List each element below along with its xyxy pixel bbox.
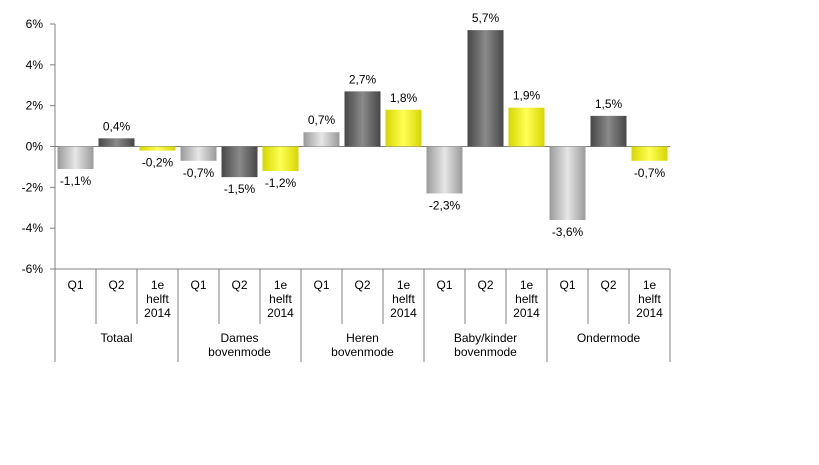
bar bbox=[180, 146, 217, 161]
bar bbox=[508, 107, 545, 147]
period-tick-label-line: 2014 bbox=[636, 306, 663, 320]
data-label: -2,3% bbox=[429, 198, 461, 212]
bar bbox=[98, 138, 135, 147]
period-tick-label: Q2 bbox=[108, 278, 124, 292]
period-tick-label-line: 1e bbox=[643, 278, 657, 292]
data-label: -0,7% bbox=[634, 166, 666, 180]
label-layer: -1,1% 0,4% -0,2% -0,7% -1,5% -1,2% 0,7% 2,7% 1,8… bbox=[60, 11, 666, 239]
group-label-line: bovenmode bbox=[454, 345, 517, 359]
data-label: 1,8% bbox=[390, 91, 418, 105]
group-label: Heren bovenmode bbox=[331, 331, 394, 359]
period-tick-label-line: Q2 bbox=[477, 278, 493, 292]
period-tick-label-line: Q1 bbox=[436, 278, 452, 292]
period-tick-label-line: Q2 bbox=[231, 278, 247, 292]
data-label: 0,4% bbox=[103, 119, 131, 133]
bar-layer bbox=[57, 30, 668, 220]
period-tick-label: Q1 bbox=[190, 278, 206, 292]
group-label-line: Baby/kinder bbox=[454, 331, 517, 345]
y-tick-label: 2% bbox=[26, 99, 44, 113]
bar bbox=[57, 146, 94, 169]
group-label-line: bovenmode bbox=[331, 345, 394, 359]
period-tick-label-line: 1e bbox=[397, 278, 411, 292]
period-tick-label-line: helft bbox=[146, 292, 169, 306]
period-tick-label: Q1 bbox=[67, 278, 83, 292]
y-tick-label: -6% bbox=[22, 262, 44, 276]
data-label: 2,7% bbox=[349, 72, 377, 86]
group-label-line: Heren bbox=[346, 331, 379, 345]
period-tick-label: Q1 bbox=[436, 278, 452, 292]
bar bbox=[303, 132, 340, 147]
period-tick-label: 1e helft 2014 bbox=[636, 278, 663, 320]
data-label: -3,6% bbox=[552, 225, 584, 239]
bar bbox=[467, 30, 504, 147]
data-label: -1,5% bbox=[224, 182, 256, 196]
bar bbox=[262, 146, 299, 171]
data-label: 0,7% bbox=[308, 113, 336, 127]
period-tick-label: Q2 bbox=[477, 278, 493, 292]
data-label: -0,2% bbox=[142, 156, 174, 170]
period-tick-label-line: 1e bbox=[274, 278, 288, 292]
period-tick-label: 1e helft 2014 bbox=[144, 278, 171, 320]
period-tick-label: Q2 bbox=[231, 278, 247, 292]
period-tick-label-line: helft bbox=[269, 292, 292, 306]
group-label-line: Dames bbox=[220, 331, 258, 345]
data-label: 1,5% bbox=[595, 97, 623, 111]
period-tick-label-line: helft bbox=[515, 292, 538, 306]
data-label: 1,9% bbox=[513, 89, 541, 103]
period-tick-label-line: 1e bbox=[151, 278, 165, 292]
period-tick-label-line: Q2 bbox=[108, 278, 124, 292]
period-tick-label: 1e helft 2014 bbox=[513, 278, 540, 320]
group-label: Baby/kinder bovenmode bbox=[454, 331, 517, 359]
period-tick-label: 1e helft 2014 bbox=[267, 278, 294, 320]
period-tick-label-line: 2014 bbox=[390, 306, 417, 320]
y-tick-label: 0% bbox=[26, 140, 44, 154]
period-tick-label-line: Q1 bbox=[67, 278, 83, 292]
data-label: 5,7% bbox=[472, 11, 500, 25]
bar bbox=[426, 146, 463, 194]
bar bbox=[385, 109, 422, 147]
group-label-line: bovenmode bbox=[208, 345, 271, 359]
period-tick-label-line: Q1 bbox=[190, 278, 206, 292]
bar bbox=[590, 115, 627, 147]
bar bbox=[139, 146, 176, 151]
bar bbox=[344, 91, 381, 147]
bar bbox=[549, 146, 586, 220]
period-tick-label-line: 2014 bbox=[513, 306, 540, 320]
group-label: Totaal bbox=[100, 331, 132, 345]
period-tick-label-line: Q2 bbox=[600, 278, 616, 292]
y-tick-label: 4% bbox=[26, 58, 44, 72]
group-label-line: Ondermode bbox=[577, 331, 641, 345]
y-tick-label: -4% bbox=[22, 221, 44, 235]
period-tick-label: Q2 bbox=[600, 278, 616, 292]
period-tick-label-line: Q1 bbox=[313, 278, 329, 292]
y-tick-label: 6% bbox=[26, 17, 44, 31]
data-label: -0,7% bbox=[183, 166, 215, 180]
period-tick-label-line: 2014 bbox=[144, 306, 171, 320]
group-label-line: Totaal bbox=[100, 331, 132, 345]
period-tick-label-line: helft bbox=[638, 292, 661, 306]
data-label: -1,2% bbox=[265, 176, 297, 190]
period-tick-label-line: 1e bbox=[520, 278, 534, 292]
bar bbox=[221, 146, 258, 178]
y-tick-label: -2% bbox=[22, 180, 44, 194]
period-tick-label-line: Q2 bbox=[354, 278, 370, 292]
period-tick-label: 1e helft 2014 bbox=[390, 278, 417, 320]
group-label: Ondermode bbox=[577, 331, 641, 345]
period-tick-label: Q2 bbox=[354, 278, 370, 292]
period-tick-label: Q1 bbox=[559, 278, 575, 292]
group-label: Dames bovenmode bbox=[208, 331, 271, 359]
bar bbox=[631, 146, 668, 161]
period-tick-label-line: helft bbox=[392, 292, 415, 306]
period-tick-label: Q1 bbox=[313, 278, 329, 292]
period-tick-label-line: Q1 bbox=[559, 278, 575, 292]
period-tick-label-line: 2014 bbox=[267, 306, 294, 320]
data-label: -1,1% bbox=[60, 174, 92, 188]
